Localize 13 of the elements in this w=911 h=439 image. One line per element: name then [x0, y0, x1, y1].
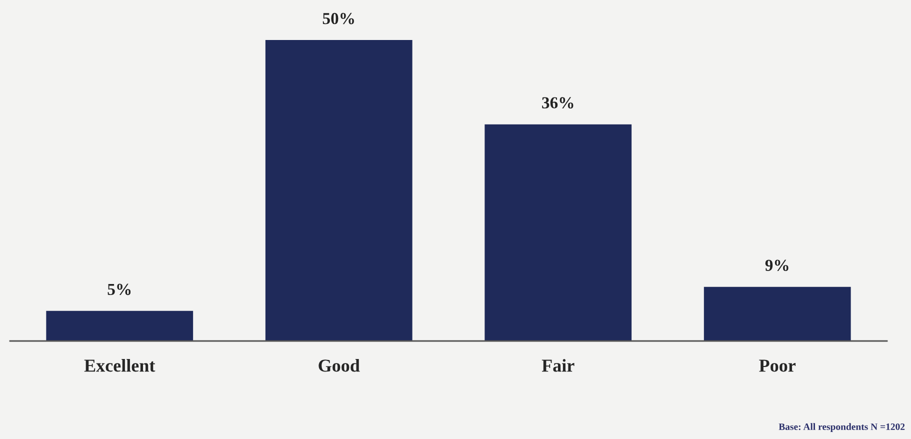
x-tick-label: Fair — [542, 359, 574, 372]
x-tick-label: Good — [318, 359, 360, 372]
bar — [46, 310, 194, 341]
data-label: 5% — [108, 284, 131, 296]
data-label: 50% — [322, 12, 354, 24]
x-tick-label: Poor — [759, 360, 796, 372]
bar — [484, 124, 632, 341]
data-label: 36% — [542, 97, 574, 108]
text: Base: All respondents N =1202 — [778, 423, 905, 432]
bar — [704, 286, 851, 341]
bar — [265, 40, 412, 341]
data-label: 9% — [765, 260, 788, 271]
x-tick-label: Excellent — [84, 359, 156, 372]
